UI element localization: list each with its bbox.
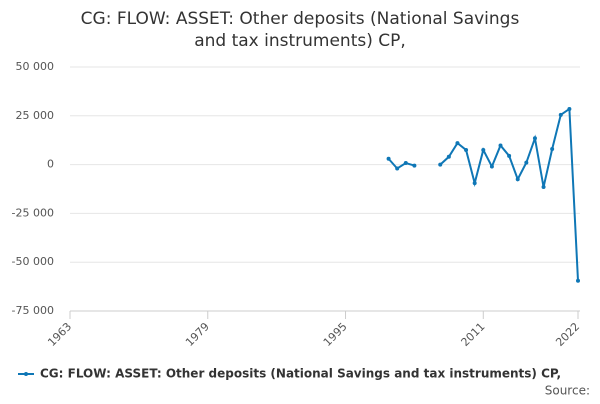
x-tick-label: 1995 (321, 320, 350, 349)
point (524, 160, 529, 165)
point (489, 164, 494, 169)
x-tick-label: 2022 (553, 320, 582, 349)
source: Source: (545, 384, 590, 398)
point (464, 147, 469, 152)
chart-title: CG: FLOW: ASSET: Other deposits (Nationa… (81, 9, 520, 51)
point (438, 162, 443, 167)
point (386, 156, 391, 161)
point (541, 185, 546, 190)
y-tick-label: -50 000 (12, 255, 54, 268)
point (515, 177, 520, 182)
point (395, 166, 400, 171)
point (403, 161, 408, 166)
legend-swatch-dot (24, 372, 28, 376)
legend-label: CG: FLOW: ASSET: Other deposits (Nationa… (40, 367, 561, 381)
point (550, 146, 555, 151)
point (507, 153, 512, 158)
x-tick-label: 2011 (459, 320, 488, 349)
x-tick-label: 1979 (183, 320, 212, 349)
point (412, 163, 417, 168)
point (576, 278, 580, 283)
point (567, 106, 572, 111)
point (481, 147, 486, 152)
y-tick-label: 0 (47, 158, 54, 171)
y-tick-label: 25 000 (16, 109, 55, 122)
y-tick-label: -25 000 (12, 206, 54, 219)
point (558, 112, 563, 117)
y-tick-label: 50 000 (16, 60, 55, 73)
point (446, 154, 451, 159)
point (532, 136, 537, 141)
point (472, 181, 477, 186)
point (498, 143, 503, 148)
y-tick-label: -75 000 (12, 304, 54, 317)
line-series (387, 107, 579, 281)
point (455, 141, 460, 146)
x-tick-label: 1963 (45, 320, 74, 349)
